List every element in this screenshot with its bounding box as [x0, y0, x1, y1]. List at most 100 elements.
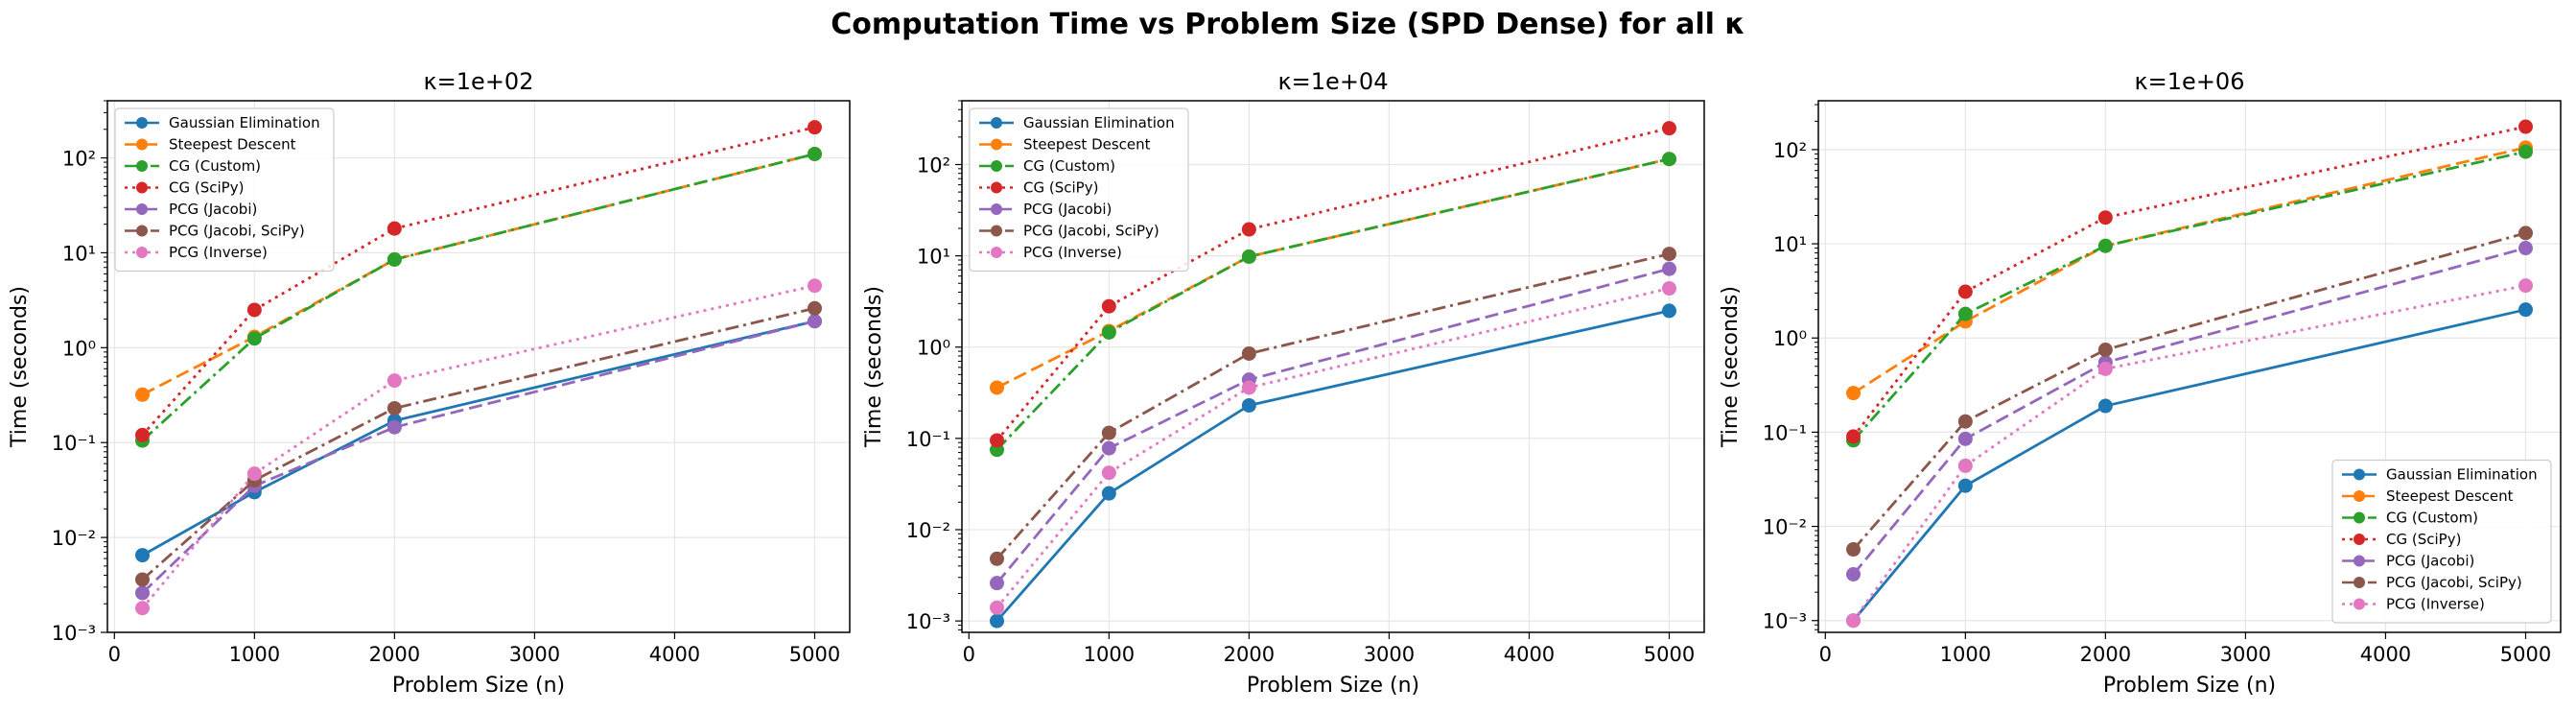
axes-frame [106, 100, 851, 633]
legend-label: CG (Custom) [1023, 157, 1115, 175]
legend-marker [991, 181, 1002, 194]
data-point [2517, 144, 2533, 159]
data-point [1846, 613, 1862, 629]
legend-label: PCG (Inverse) [2386, 596, 2485, 613]
series-pcg-inverse [1846, 278, 2533, 629]
figure-title: Computation Time vs Problem Size (SPD De… [831, 8, 1745, 41]
series-line [141, 320, 815, 594]
subplot-title: κ=1e+02 [424, 68, 534, 95]
data-point [1101, 440, 1116, 456]
legend-marker [2354, 468, 2365, 481]
data-point [1661, 247, 1676, 262]
data-point [386, 251, 402, 267]
subplot-1: 0 1000 2000 3000 4000 5000 10⁻³ 10⁻² 10⁻¹ 10⁰ 10¹ 1… [8, 68, 851, 698]
x-tick-label: 2000 [2080, 643, 2131, 666]
y-tick-label: 10⁰ [62, 337, 96, 360]
legend-label: CG (Custom) [2386, 510, 2478, 527]
legend-marker [136, 160, 148, 172]
data-point [1101, 486, 1116, 501]
x-tick-label: 5000 [2500, 643, 2551, 666]
data-point [1241, 249, 1256, 264]
legend-marker [991, 225, 1002, 237]
legend-box [2331, 459, 2552, 624]
data-point [2097, 342, 2113, 357]
x-tick-label: 1000 [1940, 643, 1991, 666]
data-point [2097, 238, 2113, 253]
series-pcg-jacobi-scipy [1846, 225, 2533, 558]
legend-marker [991, 247, 1002, 258]
data-point [1661, 261, 1676, 276]
series-line [141, 306, 815, 581]
data-point [1957, 431, 1973, 446]
data-point [135, 585, 151, 601]
legend-marker [136, 203, 148, 215]
series-pcg-inverse [990, 281, 1676, 615]
y-tick-label: 10² [917, 154, 950, 177]
x-tick-label: 4000 [649, 643, 700, 666]
data-point [1957, 478, 1973, 493]
x-tick-label: 3000 [509, 643, 560, 666]
legend-marker [2354, 490, 2365, 502]
x-tick-label: 4000 [1504, 643, 1555, 666]
data-point [990, 380, 1005, 395]
legend-marker [2354, 555, 2365, 567]
data-point [2517, 278, 2533, 294]
data-point [386, 221, 402, 236]
data-point [246, 466, 262, 482]
legend-label: CG (SciPy) [1023, 179, 1098, 197]
data-point [1957, 284, 1973, 299]
y-axis-label: Time (seconds) [862, 286, 886, 448]
series-line [1852, 146, 2526, 394]
legend-marker [136, 138, 148, 151]
data-point [1846, 566, 1862, 581]
data-point [1661, 121, 1676, 136]
series-line [141, 320, 815, 557]
data-point [1241, 345, 1256, 361]
data-point [246, 331, 262, 346]
x-tick-label: 2000 [1224, 643, 1275, 666]
data-point [990, 433, 1005, 448]
series-gaussian-elimination [135, 314, 822, 563]
legend-marker [2354, 577, 2365, 588]
data-point [1241, 222, 1256, 237]
x-tick-label: 5000 [1644, 643, 1695, 666]
y-tick-label: 10⁰ [1773, 327, 1807, 350]
legend-label: Gaussian Elimination [169, 114, 320, 131]
legend-label: PCG (Jacobi) [169, 201, 257, 218]
series-line [141, 153, 815, 442]
data-point [135, 601, 151, 616]
series-line [995, 267, 1670, 584]
y-tick-label: 10⁻² [52, 527, 96, 550]
data-point [990, 551, 1005, 566]
legend-marker [136, 181, 148, 194]
data-point [1101, 298, 1116, 314]
legend-marker [136, 117, 148, 129]
y-tick-label: 10¹ [62, 242, 96, 265]
series-line [1852, 247, 2526, 576]
legend-marker [136, 225, 148, 237]
data-point [807, 314, 822, 329]
data-point [1101, 425, 1116, 440]
data-point [386, 373, 402, 389]
data-point [2097, 361, 2113, 376]
y-axis-label: Time (seconds) [1719, 286, 1743, 448]
data-point [807, 278, 822, 294]
y-tick-label: 10⁰ [917, 337, 950, 360]
data-point [1661, 152, 1676, 167]
legend: Gaussian Elimination Steepest Descent CG (… [969, 107, 1189, 273]
series-line [1852, 150, 2526, 441]
y-tick-label: 10⁻³ [906, 610, 950, 633]
series-pcg-inverse [135, 278, 822, 616]
data-point [135, 548, 151, 563]
legend-box [114, 107, 335, 273]
data-point [1957, 414, 1973, 429]
legend-label: CG (SciPy) [169, 179, 244, 197]
data-point [1661, 281, 1676, 297]
series-cg-scipy [1846, 119, 2533, 444]
series-pcg-jacobi-scipy [990, 247, 1676, 566]
x-tick-label: 1000 [229, 643, 280, 666]
data-point [1846, 429, 1862, 444]
data-point [2517, 119, 2533, 134]
legend-label: Steepest Descent [2386, 487, 2514, 505]
x-tick-label: 3000 [2220, 643, 2271, 666]
